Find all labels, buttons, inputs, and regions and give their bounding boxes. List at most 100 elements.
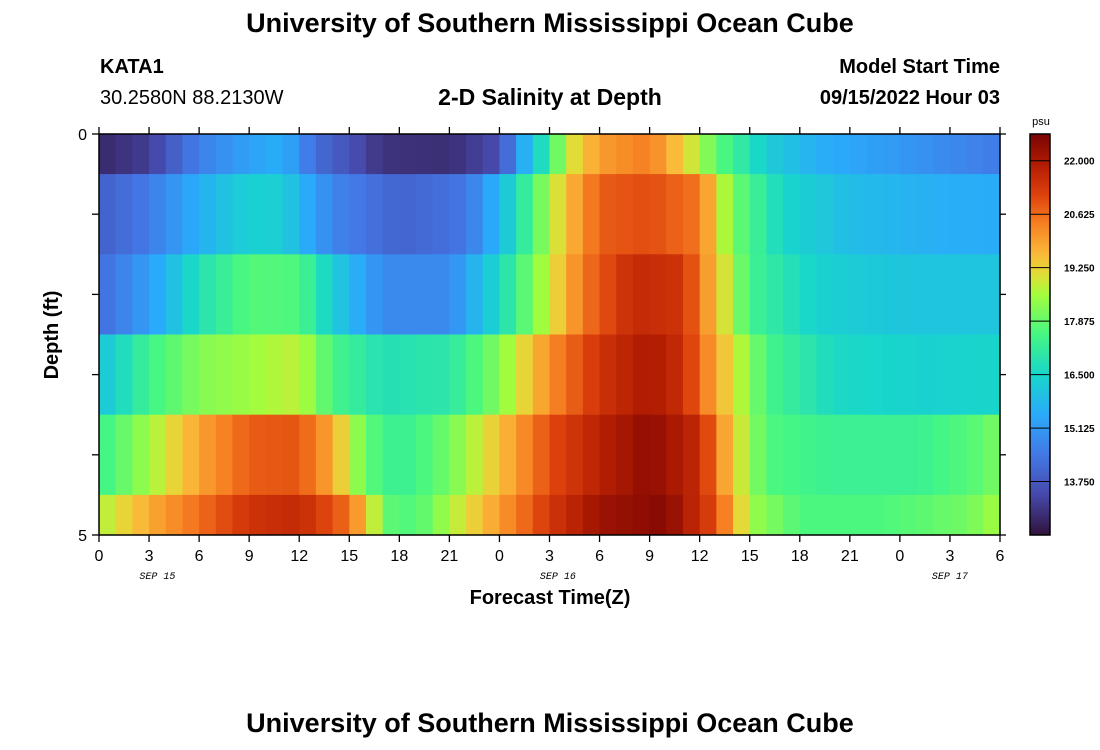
heatmap-cell xyxy=(949,414,968,496)
heatmap-cell xyxy=(883,494,901,536)
heatmap-cell xyxy=(332,494,350,536)
heatmap-cell xyxy=(682,414,701,496)
heatmap-cell xyxy=(399,134,417,175)
heatmap-cell xyxy=(949,334,968,416)
heatmap-cell xyxy=(966,254,984,335)
heatmap-cell xyxy=(716,334,734,416)
heatmap-cell xyxy=(349,334,367,416)
heatmap-cell xyxy=(265,174,284,255)
x-tick-label: 12 xyxy=(691,548,709,565)
heatmap-cell xyxy=(466,494,484,536)
colorbar-tick-label: 22.000 xyxy=(1064,157,1095,168)
heatmap-cell xyxy=(949,254,968,335)
heatmap-cell xyxy=(616,134,634,175)
y-axis-ticks: 05 xyxy=(78,127,1006,545)
heatmap-cell xyxy=(766,174,784,255)
heatmap-cell xyxy=(282,334,300,416)
heatmap-cell xyxy=(499,254,517,335)
heatmap-cell xyxy=(532,334,551,416)
heatmap-cell xyxy=(199,254,217,335)
x-tick-label: 9 xyxy=(245,548,254,565)
heatmap-cell xyxy=(916,494,934,536)
heatmap-cell xyxy=(466,414,484,496)
heatmap-cell xyxy=(432,134,450,175)
heatmap-cell xyxy=(499,174,517,255)
heatmap-cell xyxy=(482,134,501,175)
heatmap-cell xyxy=(182,334,200,416)
x-tick-label: 3 xyxy=(545,548,554,565)
heatmap-cell xyxy=(232,254,250,335)
heatmap-cell xyxy=(566,414,584,496)
heatmap-cell xyxy=(265,414,284,496)
heatmap-cell xyxy=(983,414,1001,496)
heatmap-cell xyxy=(115,174,133,255)
x-tick-label: 3 xyxy=(945,548,954,565)
x-tick-label: 18 xyxy=(390,548,408,565)
heatmap-cell xyxy=(466,254,484,335)
y-tick-label: 0 xyxy=(78,127,87,144)
heatmap-cell xyxy=(899,254,918,335)
colorbar-ticks: 22.000 20.625 19.250 17.875 16.500 15.125 13.7… xyxy=(1030,157,1095,489)
heatmap-cell xyxy=(132,254,150,335)
heatmap-cell xyxy=(733,134,751,175)
heatmap-cell xyxy=(783,334,801,416)
heatmap-cell xyxy=(365,134,384,175)
heatmap-cell xyxy=(399,334,417,416)
heatmap-cell xyxy=(799,334,818,416)
heatmap-cell xyxy=(599,334,617,416)
heatmap-cell xyxy=(382,334,400,416)
heatmap-cell xyxy=(582,414,601,496)
heatmap-cell xyxy=(549,494,567,536)
heatmap-cell xyxy=(365,174,384,255)
heatmap-cell xyxy=(699,494,717,536)
x-tick-label: 6 xyxy=(996,548,1005,565)
heatmap-cell xyxy=(816,334,834,416)
date-labels: SEP 15 SEP 16 SEP 17 xyxy=(139,572,968,583)
heatmap-cell xyxy=(466,174,484,255)
heatmap-cell xyxy=(682,494,701,536)
heatmap-cell xyxy=(733,494,751,536)
x-tick-label: 15 xyxy=(741,548,759,565)
heatmap-cell xyxy=(799,414,818,496)
heatmap-cell xyxy=(766,254,784,335)
heatmap-cell xyxy=(916,134,934,175)
heatmap-cell xyxy=(499,134,517,175)
heatmap-cell xyxy=(349,254,367,335)
heatmap-cell xyxy=(332,334,350,416)
heatmap-cell xyxy=(232,334,250,416)
heatmap-cell xyxy=(866,334,884,416)
heatmap-cell xyxy=(215,174,234,255)
heatmap-cell xyxy=(199,174,217,255)
heatmap-cell xyxy=(99,174,117,255)
heatmap-cell xyxy=(682,174,701,255)
x-tick-label: 0 xyxy=(95,548,104,565)
heatmap-cell xyxy=(199,134,217,175)
heatmap-cell xyxy=(733,254,751,335)
page-title: University of Southern Mississippi Ocean… xyxy=(246,8,854,38)
heatmap-cell xyxy=(749,174,768,255)
heatmap-cell xyxy=(899,414,918,496)
heatmap-cell xyxy=(599,414,617,496)
y-tick-label: 5 xyxy=(78,528,87,545)
heatmap-cell xyxy=(666,134,684,175)
heatmap-cell xyxy=(682,254,701,335)
chart-title: 2-D Salinity at Depth xyxy=(438,84,662,110)
heatmap-cell xyxy=(432,414,450,496)
heatmap-cell xyxy=(532,414,551,496)
x-tick-label: 0 xyxy=(495,548,504,565)
heatmap-cell xyxy=(299,494,317,536)
heatmap-cell xyxy=(883,254,901,335)
heatmap-cell xyxy=(282,414,300,496)
heatmap-cell xyxy=(365,414,384,496)
heatmap-cell xyxy=(716,134,734,175)
heatmap-cell xyxy=(249,254,267,335)
heatmap-cell xyxy=(849,134,868,175)
heatmap-cell xyxy=(866,134,884,175)
heatmap-cell xyxy=(699,134,717,175)
heatmap-cell xyxy=(215,334,234,416)
heatmap-cell xyxy=(899,494,918,536)
heatmap-cell xyxy=(382,414,400,496)
heatmap-cell xyxy=(566,134,584,175)
colorbar xyxy=(1029,133,1051,536)
heatmap-cell xyxy=(382,254,400,335)
